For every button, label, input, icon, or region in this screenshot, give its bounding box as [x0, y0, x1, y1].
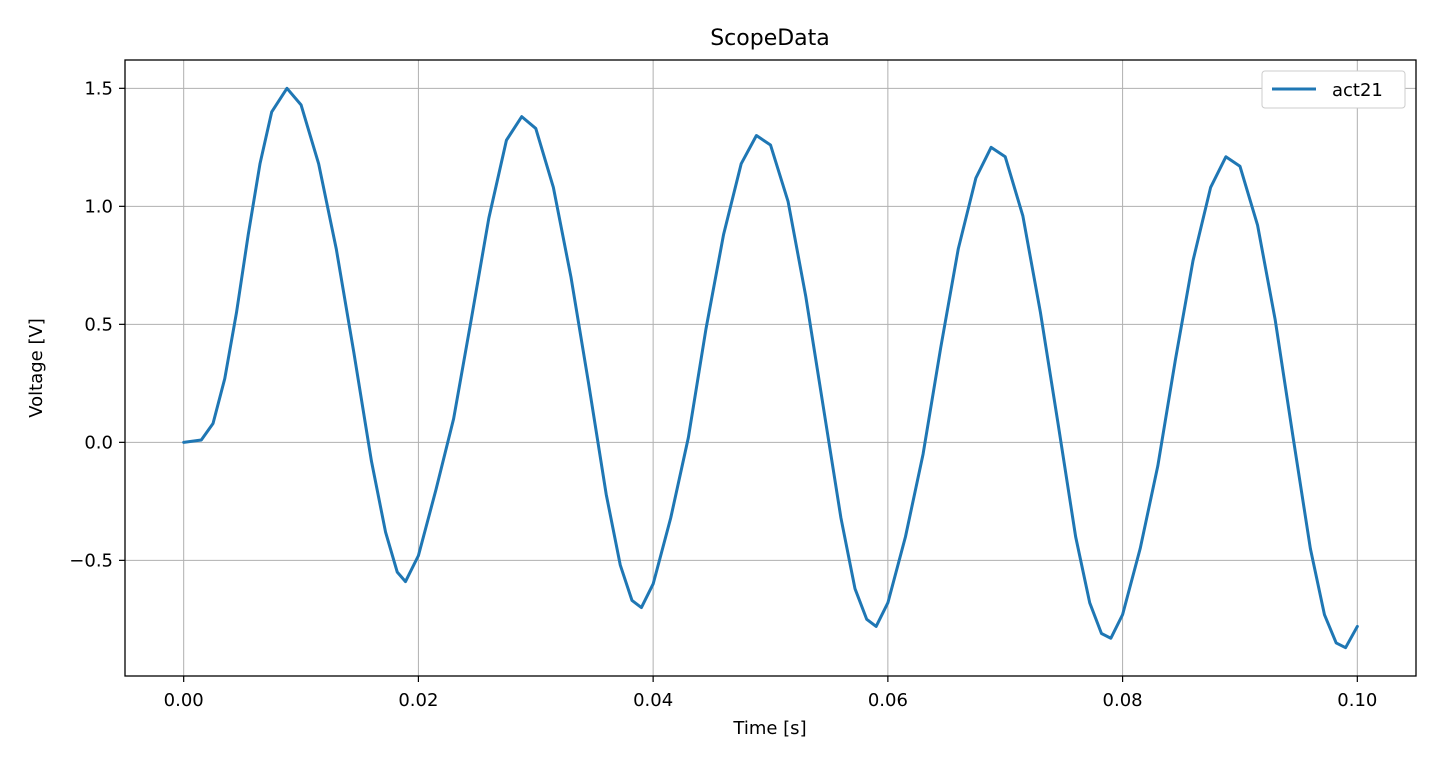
legend-box — [1261, 70, 1406, 109]
legend: act21 — [1261, 70, 1406, 109]
series-line-act21 — [182, 86, 1359, 650]
y-axis-label: Voltage [V] — [26, 318, 47, 418]
x-axis-label: Time [s] — [732, 718, 806, 739]
y-tick-label: 1.5 — [84, 78, 113, 99]
x-tick-label: 0.04 — [633, 690, 673, 711]
grid-lines — [125, 60, 1416, 676]
axes-frame — [124, 59, 1417, 677]
y-tick-label: 0.0 — [84, 432, 113, 453]
x-axis: 0.00 0.02 0.04 0.06 0.08 0.10 — [164, 676, 1377, 711]
x-tick-label: 0.02 — [398, 690, 438, 711]
legend-label-act21: act21 — [1332, 80, 1383, 101]
plot-area — [182, 86, 1359, 650]
chart-title: ScopeData — [710, 26, 830, 51]
x-tick-label: 0.06 — [868, 690, 908, 711]
x-tick-label: 0.08 — [1103, 690, 1143, 711]
y-tick-label: −0.5 — [69, 550, 113, 571]
y-tick-label: 0.5 — [84, 314, 113, 335]
y-tick-label: 1.0 — [84, 196, 113, 217]
y-axis: −0.5 0.0 0.5 1.0 1.5 — [69, 78, 125, 571]
x-tick-label: 0.00 — [164, 690, 204, 711]
x-tick-label: 0.10 — [1337, 690, 1377, 711]
